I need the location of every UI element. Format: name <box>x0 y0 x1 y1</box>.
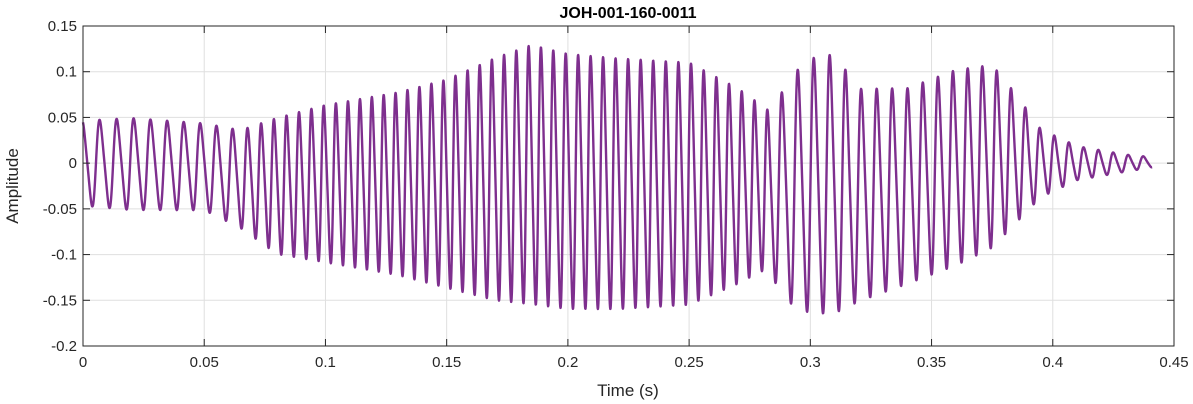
x-tick-label: 0.15 <box>432 354 461 371</box>
signal-layer <box>81 44 1154 315</box>
y-tick-label: -0.1 <box>51 247 77 264</box>
x-axis-label: Time (s) <box>597 381 659 400</box>
x-tick-label: 0.35 <box>917 354 946 371</box>
y-tick-label: 0.05 <box>48 109 77 126</box>
y-axis-label: Amplitude <box>3 148 22 224</box>
y-axis-ticks: -0.2 -0.15 -0.1 -0.05 0 0.05 0.1 0.15 <box>43 18 1174 355</box>
y-tick-label: 0 <box>69 155 77 172</box>
signal-line <box>81 44 1154 315</box>
x-tick-label: 0.05 <box>190 354 219 371</box>
x-tick-label: 0.1 <box>315 354 336 371</box>
y-tick-label: -0.2 <box>51 338 77 355</box>
y-tick-label: -0.05 <box>43 201 77 218</box>
plot-frame <box>82 25 1175 347</box>
y-tick-label: 0.1 <box>56 64 77 81</box>
x-tick-label: 0 <box>79 354 87 371</box>
x-tick-label: 0.4 <box>1042 354 1063 371</box>
x-axis-ticks: 0 0.05 0.1 0.15 0.2 0.25 0.3 0.35 0.4 0.45 <box>79 26 1189 371</box>
y-tick-label: 0.15 <box>48 18 77 35</box>
y-tick-label: -0.15 <box>43 292 77 309</box>
x-tick-label: 0.45 <box>1159 354 1188 371</box>
chart-title: JOH-001-160-0011 <box>560 5 697 22</box>
x-tick-label: 0.25 <box>675 354 704 371</box>
x-tick-label: 0.3 <box>800 354 821 371</box>
x-tick-label: 0.2 <box>557 354 578 371</box>
